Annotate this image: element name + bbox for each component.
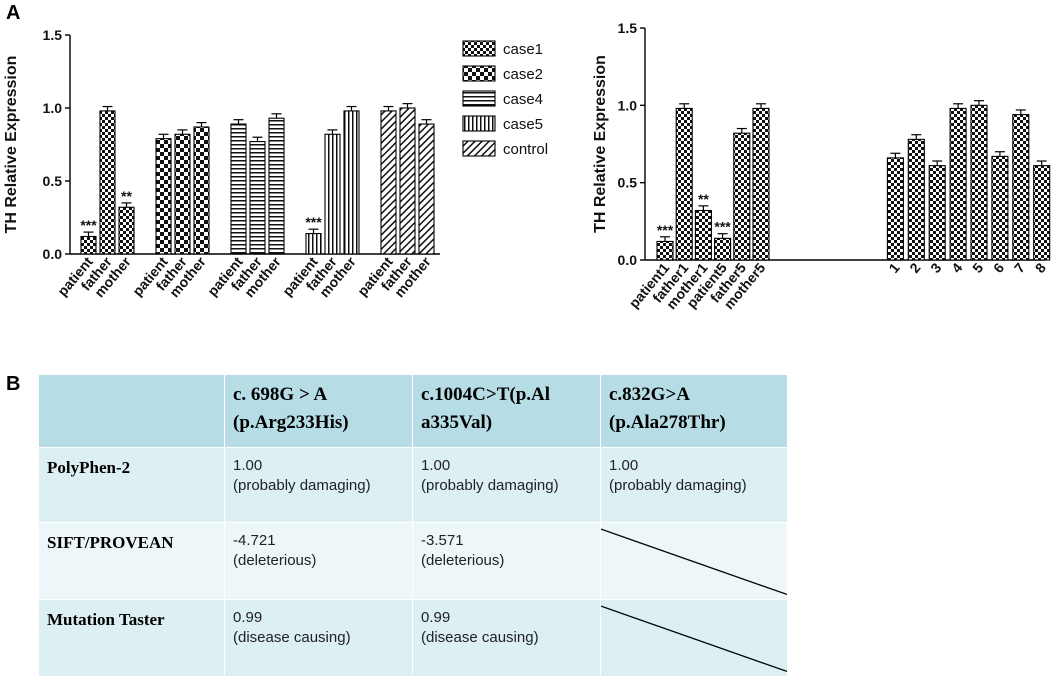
chart-a: 0.00.51.01.5TH Relative Expression ***pat… — [3, 20, 1051, 312]
chart-b-bar — [694, 209, 712, 261]
row-label: Mutation Taster — [38, 599, 225, 677]
chart-b-bar — [752, 107, 770, 261]
chart-b-x-tick-label: 2 — [906, 259, 923, 275]
table-cell: 1.00 (probably damaging) — [600, 447, 788, 523]
chart-b-x-tick-label: 4 — [948, 259, 965, 275]
chart-b-x-tick-label: 1 — [885, 259, 902, 275]
chart-a-bar — [80, 235, 97, 255]
chart-a-bar — [230, 123, 247, 255]
column-header: c.832G>A (p.Ala278Thr) — [600, 374, 788, 448]
chart-b-y-tick-label: 1.0 — [618, 97, 638, 113]
row-label: SIFT/PROVEAN — [38, 522, 225, 600]
chart-b-bar — [1012, 114, 1030, 261]
chart-b-bar — [1033, 165, 1051, 261]
column-header: c.1004C>T(p.Al a335Val) — [412, 374, 601, 448]
chart-a-significance-label: *** — [80, 217, 97, 233]
chart-a-bar — [155, 138, 172, 255]
chart-a-bar — [399, 107, 416, 255]
row-label: PolyPhen-2 — [38, 447, 225, 523]
not-available-cell — [600, 522, 788, 600]
chart-a-bar — [193, 126, 210, 255]
chart-a-bar — [305, 233, 322, 255]
diagonal-slash — [601, 523, 787, 599]
chart-b-bar — [656, 240, 674, 261]
panel-label-a: A — [6, 2, 21, 24]
chart-b-bar — [675, 107, 693, 261]
chart-a-bar — [174, 133, 191, 255]
chart-a-bar — [380, 110, 397, 255]
chart-b-y-tick-label: 0.5 — [618, 175, 638, 191]
table-cell: -3.571 (deleterious) — [412, 522, 601, 600]
chart-a-bar — [99, 110, 116, 255]
chart-b-bar — [907, 138, 925, 261]
chart-b-x-tick-label: 8 — [1032, 259, 1049, 275]
table-corner-cell — [38, 374, 225, 448]
table-cell: 0.99 (disease causing) — [224, 599, 413, 677]
variant-prediction-table: c. 698G > A (p.Arg233His) c.1004C>T(p.Al a… — [38, 374, 788, 677]
legend-label: case2 — [503, 66, 543, 83]
chart-b-bar — [886, 157, 904, 261]
legend-swatch — [462, 65, 496, 82]
chart-b-bar — [970, 104, 988, 261]
table-row: PolyPhen-2 1.00 (probably damaging) 1.00(… — [38, 447, 788, 523]
legend-label: case1 — [503, 41, 543, 58]
chart-a-y-tick-label: 1.0 — [43, 100, 63, 116]
table-cell: 0.99 (disease causing) — [412, 599, 601, 677]
table-cell: 1.00 (probably damaging) — [412, 447, 601, 523]
table-row: SIFT/PROVEAN -4.721 (deleterious) -3.571(… — [38, 522, 788, 600]
legend-swatch — [462, 90, 496, 107]
chart-b-bar — [733, 132, 751, 261]
chart-b-x-tick-label: 5 — [969, 259, 986, 275]
chart-b-bar — [949, 107, 967, 261]
chart-b-y-tick-label: 1.5 — [618, 20, 638, 36]
legend-label: case5 — [503, 116, 543, 133]
chart-b-significance-label: *** — [714, 219, 731, 235]
chart-a-bar — [249, 141, 266, 255]
chart-a-bar — [324, 133, 341, 255]
legend-swatch — [462, 140, 496, 157]
chart-a-y-tick-label: 1.5 — [43, 27, 63, 43]
chart-b-bar — [928, 165, 946, 261]
table-cell: -4.721 (deleterious) — [224, 522, 413, 600]
chart-b-significance-label: ** — [698, 191, 709, 207]
legend-label: control — [503, 141, 548, 158]
chart-b-bar — [991, 155, 1009, 261]
panel-label-b: B — [6, 373, 21, 395]
chart-a-y-tick-label: 0.0 — [43, 246, 63, 262]
chart-b-y-axis-title: TH Relative Expression — [592, 55, 609, 233]
column-header: c. 698G > A (p.Arg233His) — [224, 374, 413, 448]
chart-b-x-tick-label: 6 — [990, 259, 1007, 275]
chart-a-y-tick-label: 0.5 — [43, 173, 63, 189]
chart-a-bar — [418, 123, 435, 255]
chart-a-bar — [343, 110, 360, 255]
chart-a-significance-label: *** — [305, 214, 322, 230]
diagonal-slash — [601, 600, 787, 676]
chart-b-bar — [714, 237, 732, 261]
chart-a-bar — [268, 117, 285, 255]
table-header-row: c. 698G > A (p.Arg233His) c.1004C>T(p.Al a… — [38, 374, 788, 448]
legend-label: case4 — [503, 91, 543, 108]
chart-b-x-tick-label: 3 — [927, 259, 944, 275]
legend-swatch — [462, 115, 496, 132]
chart-a-bar — [118, 206, 135, 255]
table-cell: 1.00 (probably damaging) — [224, 447, 413, 523]
table-row: Mutation Taster 0.99 (disease causing) 0.… — [38, 599, 788, 677]
chart-b-y-tick-label: 0.0 — [618, 252, 638, 268]
not-available-cell — [600, 599, 788, 677]
chart-a-y-axis-title: TH Relative Expression — [3, 56, 20, 234]
chart-a-significance-label: ** — [121, 188, 132, 204]
chart-b-x-tick-label: 7 — [1011, 259, 1028, 275]
legend-swatch — [462, 40, 496, 57]
chart-b-significance-label: *** — [657, 222, 674, 238]
